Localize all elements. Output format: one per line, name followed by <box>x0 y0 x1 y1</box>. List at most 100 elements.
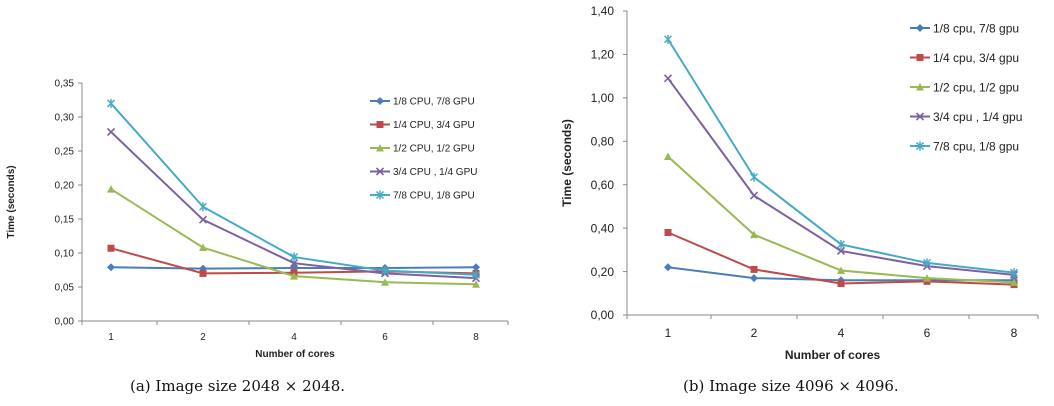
legend-marker <box>916 24 924 32</box>
y-tick-label: 1,00 <box>591 91 615 105</box>
legend-label: 1/8 CPU, 7/8 GPU <box>393 97 475 108</box>
x-tick-label: 4 <box>291 332 297 343</box>
legend-label: 1/4 CPU, 3/4 GPU <box>393 120 475 131</box>
x-tick-label: 1 <box>108 332 114 343</box>
data-point <box>664 263 672 272</box>
data-point <box>923 274 931 282</box>
data-point <box>380 266 390 276</box>
legend-label: 3/4 cpu , 1/4 gpu <box>933 110 1022 124</box>
y-tick-label: 0,05 <box>55 283 75 294</box>
y-tick-label: 1,40 <box>591 4 615 18</box>
legend-marker <box>376 121 384 128</box>
y-tick-label: 0,30 <box>55 113 75 124</box>
series-3 <box>107 185 480 288</box>
series-5 <box>106 98 481 280</box>
data-point <box>750 265 758 273</box>
data-point <box>471 270 481 280</box>
data-point <box>289 259 299 268</box>
x-tick-label: 4 <box>838 326 845 340</box>
y-tick-label: 0,20 <box>591 265 615 279</box>
data-point <box>836 239 846 249</box>
y-tick-label: 0,40 <box>591 221 615 235</box>
x-tick-label: 6 <box>382 332 388 343</box>
legend-entry: 3/4 CPU , 1/4 GPU <box>370 167 477 178</box>
data-point <box>199 243 207 252</box>
caption-b: (b) Image size 4096 × 4096. <box>683 377 899 395</box>
y-tick-label: 0,20 <box>55 181 75 192</box>
x-tick-label: 2 <box>751 326 758 340</box>
data-point <box>837 266 845 274</box>
data-point <box>107 244 115 252</box>
data-point <box>922 258 932 268</box>
legend-marker <box>916 83 924 91</box>
legend-label: 1/4 cpu, 3/4 gpu <box>933 51 1019 65</box>
legend-entry: 1/8 CPU, 7/8 GPU <box>370 97 475 108</box>
legend-entry: 3/4 cpu , 1/4 gpu <box>910 110 1022 124</box>
y-tick-label: 0,00 <box>591 308 615 322</box>
y-tick-label: 0,60 <box>591 178 615 192</box>
y-axis-title: Time (seconds) <box>560 119 574 207</box>
x-axis-title: Number of cores <box>255 349 335 360</box>
data-point <box>749 172 759 182</box>
y-tick-label: 0,15 <box>55 215 75 226</box>
legend-label: 1/2 cpu, 1/2 gpu <box>933 80 1019 94</box>
data-point <box>472 263 480 272</box>
y-tick-label: 0,10 <box>55 249 75 260</box>
data-point <box>663 74 673 83</box>
chart-b: 0,00 0,20 0,40 0,60 0,80 1,00 1,20 1,40 1 2 4 6 8 Num… <box>560 4 1039 362</box>
data-point <box>290 272 298 280</box>
legend-label: 1/2 CPU, 1/2 GPU <box>393 144 475 155</box>
data-point <box>664 228 672 236</box>
data-point <box>289 252 299 262</box>
data-point <box>750 230 758 239</box>
data-point <box>198 215 208 224</box>
y-tick-label: 0,35 <box>55 79 75 90</box>
data-point <box>107 185 115 193</box>
legend-label: 3/4 CPU , 1/4 GPU <box>393 167 477 178</box>
legend-marker <box>375 190 385 200</box>
data-point <box>472 280 480 288</box>
legend-label: 7/8 cpu, 1/8 gpu <box>933 139 1019 153</box>
y-tick-label: 0,00 <box>55 317 75 328</box>
legend-marker <box>376 97 384 105</box>
legend-marker <box>376 144 384 152</box>
legend-entry: 1/2 CPU, 1/2 GPU <box>370 144 475 155</box>
legend-label: 7/8 CPU, 1/8 GPU <box>393 191 475 202</box>
x-tick-label: 6 <box>924 326 931 340</box>
data-point <box>836 246 846 256</box>
data-point <box>750 274 758 283</box>
legend-entry: 1/4 CPU, 3/4 GPU <box>370 120 475 131</box>
series-4 <box>663 74 1019 279</box>
x-axis-title: Number of cores <box>785 348 881 362</box>
data-point <box>1009 268 1019 278</box>
data-point <box>107 263 115 272</box>
legend-label: 1/8 cpu, 7/8 gpu <box>933 21 1019 35</box>
series-3 <box>664 152 1018 286</box>
x-tick-label: 1 <box>665 326 672 340</box>
data-point <box>663 34 673 44</box>
legend-entry: 1/2 cpu, 1/2 gpu <box>910 80 1019 94</box>
x-tick-label: 8 <box>1011 326 1018 340</box>
x-tick-label: 2 <box>200 332 206 343</box>
series-5 <box>663 34 1019 278</box>
y-tick-label: 0,80 <box>591 134 615 148</box>
legend-marker <box>375 167 385 176</box>
data-point <box>664 152 672 160</box>
legend-marker <box>915 112 925 121</box>
data-point <box>749 191 759 200</box>
data-point <box>1010 278 1018 286</box>
data-point <box>381 278 389 286</box>
legend-entry: 7/8 CPU, 1/8 GPU <box>370 190 475 202</box>
caption-a: (a) Image size 2048 × 2048. <box>130 377 346 395</box>
legend-entry: 7/8 cpu, 1/8 gpu <box>910 139 1019 153</box>
series-line <box>667 38 1015 274</box>
y-axis-title: Time (seconds) <box>6 165 17 238</box>
y-tick-label: 0,25 <box>55 147 75 158</box>
legend-entry: 1/8 cpu, 7/8 gpu <box>910 21 1019 35</box>
chart-a: 0,00 0,05 0,10 0,15 0,20 0,25 0,30 0,35 1 2 4 6 8 Num… <box>6 79 509 360</box>
legend-entry: 1/4 cpu, 3/4 gpu <box>910 51 1019 65</box>
data-point <box>198 202 208 212</box>
legend-marker <box>915 141 925 151</box>
y-tick-label: 1,20 <box>591 48 615 62</box>
data-point <box>106 98 116 108</box>
